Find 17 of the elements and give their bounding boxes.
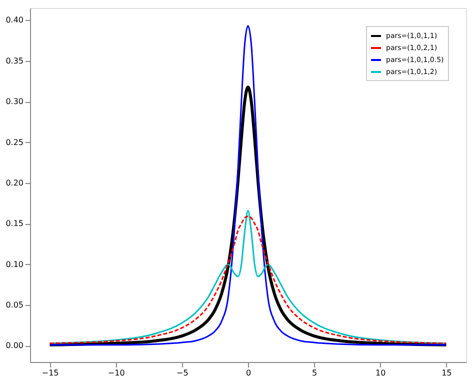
x-tick-label: −10 <box>108 368 125 378</box>
x-tick-label: 15 <box>442 368 452 378</box>
x-tick-label: −15 <box>42 368 59 378</box>
x-tick-label: 10 <box>376 368 386 378</box>
x-tick-label: 0 <box>246 368 252 378</box>
y-tick-label: 0.10 <box>6 260 24 269</box>
x-tick-label: −5 <box>176 368 188 378</box>
y-tick-label: 0.05 <box>6 300 24 310</box>
y-tick-label: 0.25 <box>6 138 24 147</box>
y-tick-label: 0.40 <box>6 16 24 25</box>
y-tick-label: 0.35 <box>6 56 24 66</box>
y-tick-label: 0.20 <box>6 178 24 188</box>
y-tick-label: 0.30 <box>6 97 24 106</box>
y-tick-label: 0.00 <box>6 341 24 350</box>
y-tick-label: 0.15 <box>6 219 24 228</box>
x-tick-label: 5 <box>312 368 318 378</box>
line-series <box>49 25 447 346</box>
